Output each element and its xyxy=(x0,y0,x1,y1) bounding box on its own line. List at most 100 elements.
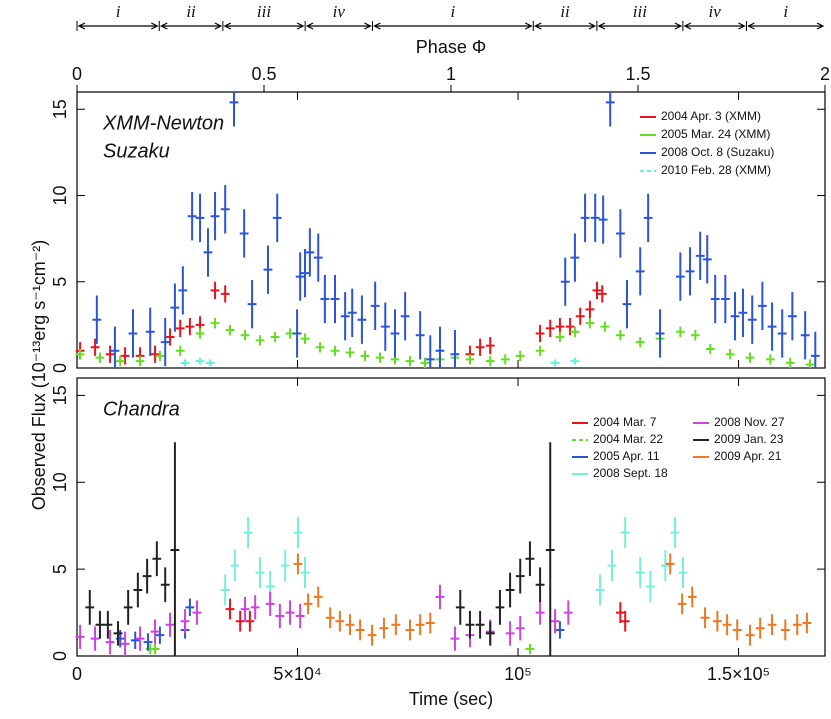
error-bar xyxy=(355,619,365,641)
error-bar xyxy=(187,192,197,241)
error-bar xyxy=(245,610,255,632)
error-bar xyxy=(250,595,260,620)
error-bar xyxy=(315,342,325,353)
error-bar xyxy=(165,328,175,346)
error-bar xyxy=(103,610,113,639)
interval-arrow xyxy=(373,22,533,30)
error-bar xyxy=(225,598,235,620)
error-bar xyxy=(120,347,130,365)
error-bar xyxy=(570,357,580,365)
x-tick-label: 1.5×10⁵ xyxy=(707,664,770,684)
error-bar xyxy=(345,347,355,358)
error-bar xyxy=(780,619,790,641)
error-bar xyxy=(280,550,290,582)
error-bar xyxy=(810,331,820,368)
interval-arrow xyxy=(305,22,372,30)
error-bar xyxy=(598,195,608,244)
error-bar xyxy=(792,614,802,636)
error-bar xyxy=(745,624,755,646)
error-bar xyxy=(777,309,787,358)
error-bar xyxy=(105,629,115,655)
error-bar xyxy=(550,609,560,634)
error-bar xyxy=(425,335,435,368)
error-bar xyxy=(347,288,357,337)
error-bar xyxy=(155,626,165,644)
error-bar xyxy=(105,345,115,363)
error-bar xyxy=(605,92,615,127)
error-bar xyxy=(375,352,385,363)
error-bar xyxy=(379,617,389,639)
error-bar xyxy=(330,345,340,356)
error-bar xyxy=(128,309,138,358)
legend-label: 2005 Apr. 11 xyxy=(593,449,660,463)
panel-annotation: Suzaku xyxy=(103,140,170,162)
error-bar xyxy=(702,235,712,284)
error-bar xyxy=(295,603,305,629)
y-tick-label: 10 xyxy=(50,472,70,492)
error-bar xyxy=(525,541,535,577)
error-bar xyxy=(550,359,560,367)
error-bar xyxy=(600,321,610,332)
error-bar xyxy=(255,556,265,589)
error-bar xyxy=(675,326,685,337)
error-bar xyxy=(175,319,185,337)
error-bar xyxy=(95,610,105,639)
error-bar xyxy=(615,209,625,258)
error-bar xyxy=(115,355,125,367)
interval-label: iv xyxy=(333,2,346,21)
interval-label: i xyxy=(116,2,121,21)
phase-tick-label: 0 xyxy=(72,64,82,84)
y-tick-label: 10 xyxy=(50,185,70,205)
error-bar xyxy=(293,553,303,575)
legend-label: 2008 Sept. 18 xyxy=(593,466,668,480)
error-bar xyxy=(142,558,152,594)
error-bar xyxy=(195,328,205,339)
error-bar xyxy=(360,350,370,362)
error-bar xyxy=(143,633,153,651)
error-bar xyxy=(420,357,430,368)
x-tick-label: 10⁵ xyxy=(504,664,531,684)
error-bar xyxy=(150,345,160,363)
error-bar xyxy=(210,192,220,241)
error-bar xyxy=(390,309,400,358)
error-bar xyxy=(195,193,205,243)
error-bar xyxy=(405,619,415,641)
error-bar xyxy=(450,330,460,368)
error-bar xyxy=(738,288,748,337)
error-bar xyxy=(607,550,617,582)
error-bar xyxy=(645,570,655,603)
error-bar xyxy=(722,614,732,636)
error-bar xyxy=(590,193,600,243)
legend-label: 2004 Mar. 22 xyxy=(593,432,663,446)
error-bar xyxy=(152,541,162,577)
error-bar xyxy=(330,274,340,324)
error-bar xyxy=(495,589,505,625)
error-bar xyxy=(720,274,730,324)
interval-arrow xyxy=(223,22,305,30)
error-bar xyxy=(620,610,630,632)
panel-frame xyxy=(76,377,826,657)
error-bar xyxy=(670,517,680,549)
y-tick-label: 15 xyxy=(50,385,70,405)
error-bar xyxy=(229,92,239,127)
error-bar xyxy=(725,349,735,360)
interval-arrow xyxy=(597,22,683,30)
error-bar xyxy=(655,309,665,358)
error-bar xyxy=(113,621,123,646)
interval-label: ii xyxy=(560,2,570,21)
interval-arrow xyxy=(77,22,159,30)
error-bar xyxy=(400,292,410,341)
error-bar xyxy=(545,442,555,656)
error-bar xyxy=(170,283,180,332)
error-bar xyxy=(755,617,765,639)
error-bar xyxy=(90,338,100,356)
x-tick-label: 0 xyxy=(72,664,82,684)
error-bar xyxy=(345,614,355,636)
error-bar xyxy=(595,574,605,606)
error-bar xyxy=(767,302,777,351)
error-bar xyxy=(340,292,350,341)
error-bar xyxy=(687,586,697,608)
interval-label: iii xyxy=(633,2,647,21)
error-bar xyxy=(320,274,330,324)
error-bar xyxy=(635,336,645,348)
